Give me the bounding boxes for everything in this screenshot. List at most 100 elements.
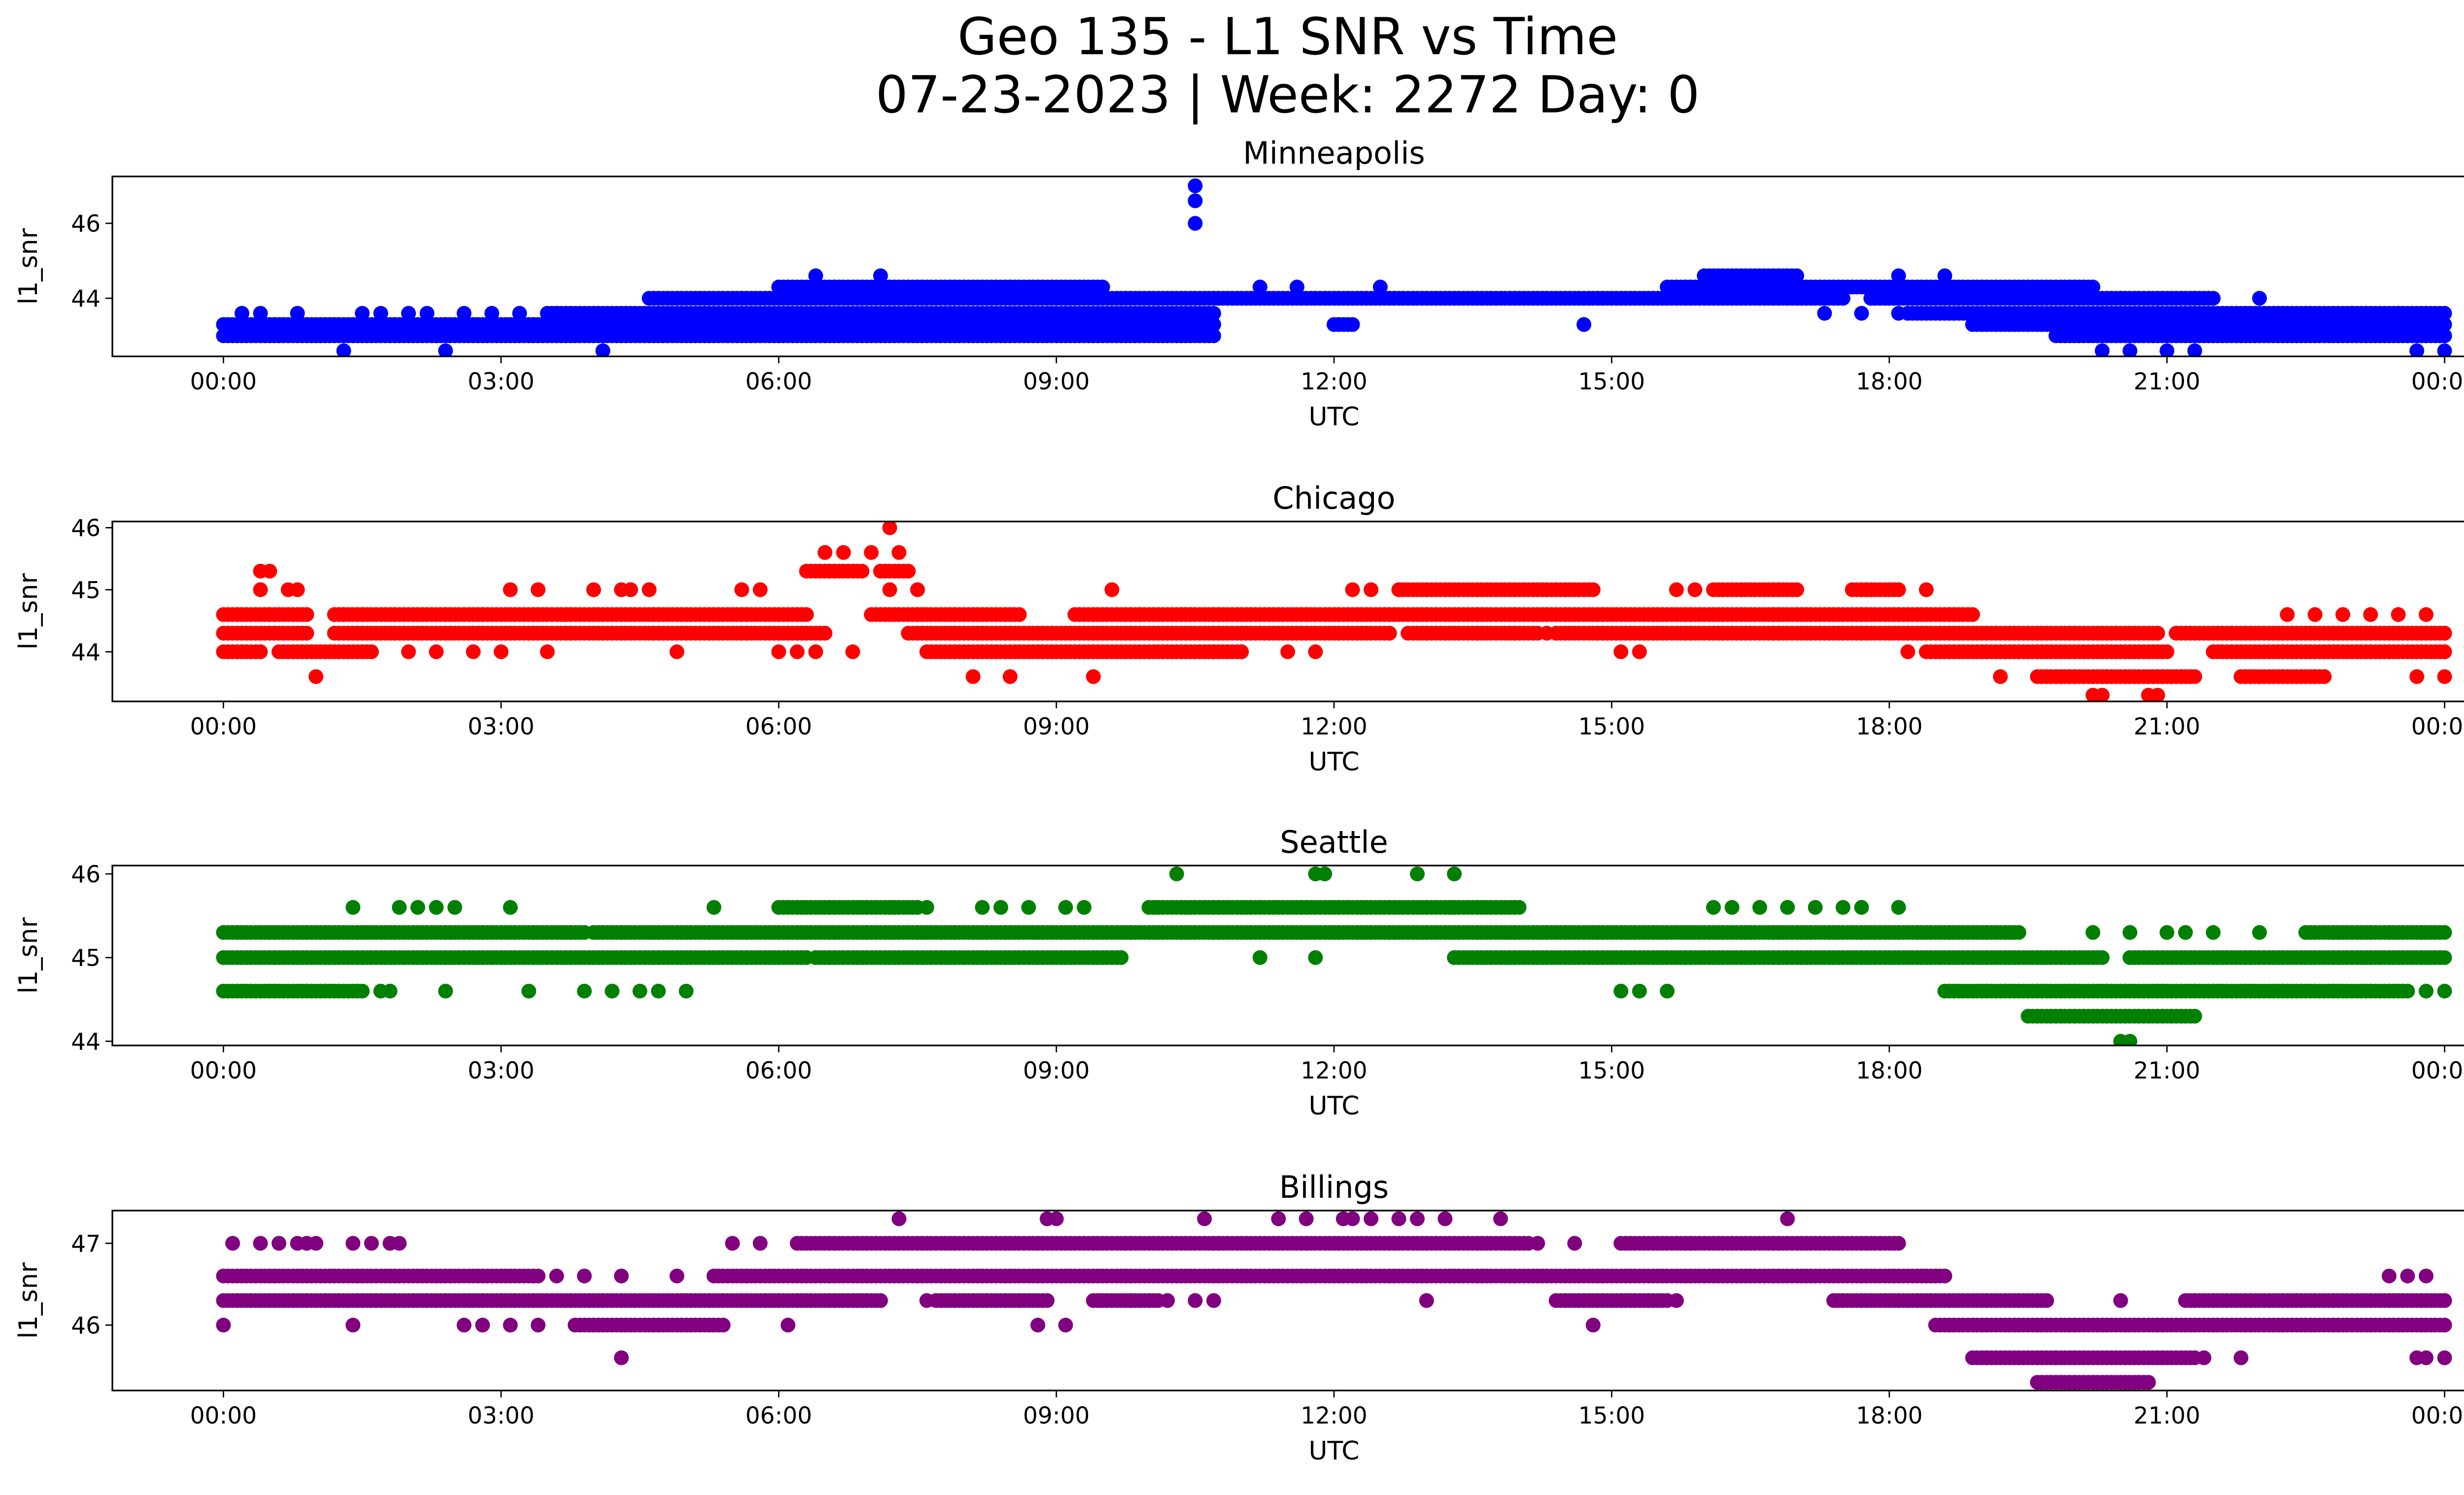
data-point bbox=[1280, 644, 1296, 660]
data-point bbox=[355, 983, 370, 999]
data-point bbox=[818, 545, 833, 560]
x-tick-label: 15:00 bbox=[1578, 368, 1645, 395]
x-tick-label: 00:00 bbox=[2411, 368, 2464, 395]
data-point bbox=[586, 582, 601, 597]
data-point bbox=[2150, 306, 2165, 321]
data-point bbox=[2094, 343, 2110, 356]
data-point bbox=[466, 644, 481, 660]
data-point bbox=[1660, 983, 1675, 999]
data-point bbox=[1410, 867, 1425, 881]
data-point bbox=[1178, 607, 1194, 622]
x-tick-label: 00:00 bbox=[2411, 1057, 2464, 1084]
data-point bbox=[595, 343, 611, 356]
data-point bbox=[882, 522, 897, 535]
data-point bbox=[1918, 582, 1934, 597]
data-point bbox=[1724, 900, 1740, 915]
data-point bbox=[336, 607, 351, 622]
data-point bbox=[1188, 216, 1203, 231]
data-point bbox=[2206, 925, 2221, 940]
data-point bbox=[965, 669, 981, 684]
data-point bbox=[2011, 925, 2026, 940]
data-point bbox=[984, 306, 999, 321]
data-point bbox=[2039, 1293, 2054, 1308]
data-point bbox=[1382, 626, 1397, 641]
data-point bbox=[2187, 291, 2202, 306]
data-point bbox=[1687, 582, 1703, 597]
data-point bbox=[308, 669, 324, 684]
data-point bbox=[577, 983, 592, 999]
data-point bbox=[2409, 343, 2425, 356]
data-point bbox=[1345, 582, 1360, 597]
data-point bbox=[1021, 306, 1036, 321]
data-point bbox=[771, 644, 787, 660]
data-point bbox=[1613, 983, 1629, 999]
data-point bbox=[1039, 1293, 1055, 1308]
x-tick-label: 18:00 bbox=[1856, 713, 1922, 740]
data-point bbox=[438, 983, 453, 999]
data-point bbox=[1364, 582, 1379, 597]
data-point bbox=[2187, 1008, 2202, 1024]
data-point bbox=[818, 626, 833, 641]
data-point bbox=[503, 900, 518, 915]
data-point bbox=[2437, 669, 2452, 684]
data-point bbox=[253, 644, 268, 660]
data-point bbox=[836, 545, 851, 560]
data-point bbox=[605, 983, 620, 999]
data-point bbox=[975, 900, 990, 915]
data-point bbox=[401, 306, 416, 321]
data-point bbox=[456, 306, 472, 321]
x-axis-label: UTC bbox=[1308, 1091, 1359, 1121]
figure-title: Geo 135 - L1 SNR vs Time bbox=[958, 7, 1618, 67]
data-point bbox=[1539, 626, 1554, 641]
data-point bbox=[993, 900, 1008, 915]
data-point bbox=[808, 644, 823, 660]
data-point bbox=[484, 306, 499, 321]
x-tick-label: 12:00 bbox=[1300, 1057, 1367, 1084]
data-point bbox=[364, 644, 379, 660]
y-tick-label: 46 bbox=[71, 210, 101, 238]
data-point bbox=[1234, 644, 1249, 660]
data-point bbox=[1308, 950, 1323, 965]
x-axis-label: UTC bbox=[1308, 402, 1359, 432]
data-point bbox=[873, 268, 888, 283]
data-point bbox=[373, 306, 388, 321]
data-point bbox=[253, 306, 268, 321]
data-point bbox=[1252, 279, 1267, 295]
x-tick-label: 18:00 bbox=[1856, 1057, 1922, 1084]
x-tick-label: 09:00 bbox=[1023, 1057, 1090, 1084]
data-point bbox=[623, 582, 638, 597]
data-point bbox=[1576, 317, 1592, 332]
data-point bbox=[2400, 983, 2415, 999]
data-point bbox=[2086, 925, 2100, 940]
data-point bbox=[882, 582, 897, 597]
data-point bbox=[1752, 900, 1767, 915]
data-point bbox=[919, 306, 934, 321]
data-points-minneapolis bbox=[216, 178, 2452, 356]
x-tick-label: 15:00 bbox=[1578, 1057, 1645, 1084]
data-point bbox=[540, 644, 555, 660]
data-point bbox=[1206, 644, 1221, 660]
data-point bbox=[2289, 328, 2304, 344]
data-point bbox=[2094, 688, 2110, 701]
data-point bbox=[1817, 306, 1832, 321]
x-tick-label: 06:00 bbox=[745, 1057, 812, 1084]
panel-title: Billings bbox=[1279, 1169, 1389, 1205]
data-point bbox=[2150, 688, 2165, 701]
data-point bbox=[808, 268, 823, 283]
data-point bbox=[1863, 582, 1879, 597]
x-tick-label: 06:00 bbox=[745, 368, 812, 395]
x-tick-label: 06:00 bbox=[745, 713, 812, 740]
data-point bbox=[864, 545, 879, 560]
data-point bbox=[706, 900, 721, 915]
data-point bbox=[1632, 983, 1647, 999]
data-points-chicago bbox=[216, 522, 2452, 701]
data-point bbox=[2159, 644, 2175, 660]
data-point bbox=[1891, 582, 1906, 597]
data-point bbox=[1965, 607, 1980, 622]
data-point bbox=[1993, 669, 2008, 684]
data-point bbox=[493, 644, 509, 660]
